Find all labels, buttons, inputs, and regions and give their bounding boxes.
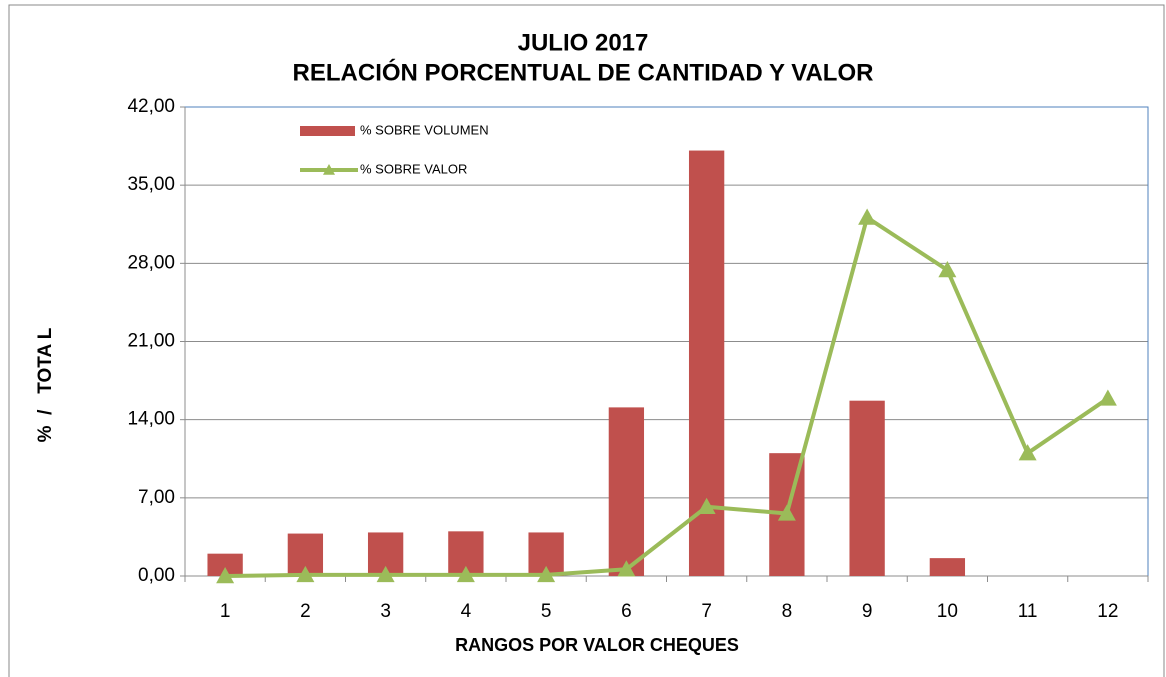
x-tick-label: 8 xyxy=(782,601,793,622)
bar xyxy=(207,553,243,576)
line-marker xyxy=(1018,444,1037,461)
legend-swatch xyxy=(323,164,335,175)
line-marker xyxy=(858,208,877,225)
chart-title: JULIO 2017 xyxy=(518,29,649,56)
line-marker xyxy=(938,261,957,278)
y-tick-label: 28,00 xyxy=(127,252,175,273)
x-tick-label: 5 xyxy=(541,601,552,622)
x-tick-label: 12 xyxy=(1097,601,1118,622)
x-tick-label: 1 xyxy=(220,601,231,622)
line-marker xyxy=(216,567,235,584)
x-tick-label: 2 xyxy=(300,601,311,622)
y-tick-label: 42,00 xyxy=(127,96,175,117)
line-marker xyxy=(777,504,796,521)
bar xyxy=(929,558,966,576)
y-axis-label: % / TOTA L xyxy=(35,327,56,442)
line-marker xyxy=(376,565,395,583)
bar xyxy=(608,407,645,576)
line-marker xyxy=(1098,389,1117,406)
chart-subtitle: RELACIÓN PORCENTUAL DE CANTIDAD Y VALOR xyxy=(293,58,874,86)
x-tick-label: 7 xyxy=(701,601,712,622)
x-axis-label: RANGOS POR VALOR CHEQUES xyxy=(455,635,739,655)
line-marker xyxy=(456,565,475,583)
line-marker xyxy=(296,565,315,583)
y-tick-label: 0,00 xyxy=(138,565,175,586)
x-tick-label: 4 xyxy=(461,601,472,622)
x-tick-label: 3 xyxy=(380,601,391,622)
line-marker xyxy=(537,565,556,583)
line-marker xyxy=(617,560,636,577)
line-marker xyxy=(697,497,716,514)
legend-swatch xyxy=(300,126,355,136)
x-tick-label: 6 xyxy=(621,601,632,622)
x-tick-label: 9 xyxy=(862,601,873,622)
x-tick-label: 10 xyxy=(937,601,958,622)
legend-label: % SOBRE VOLUMEN xyxy=(360,122,489,137)
y-tick-label: 35,00 xyxy=(127,174,175,195)
y-tick-label: 14,00 xyxy=(127,409,175,430)
bar xyxy=(849,400,885,576)
line xyxy=(225,215,1110,578)
legend-label: % SOBRE VALOR xyxy=(360,161,467,176)
x-tick-label: 11 xyxy=(1018,601,1038,622)
y-tick-label: 21,00 xyxy=(127,331,175,352)
y-tick-label: 7,00 xyxy=(138,487,175,508)
